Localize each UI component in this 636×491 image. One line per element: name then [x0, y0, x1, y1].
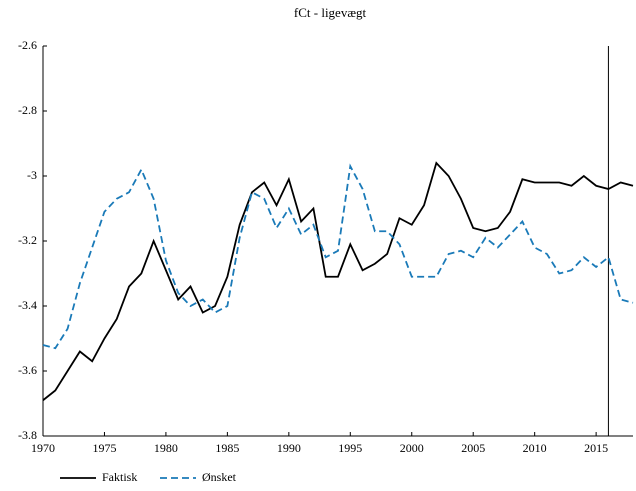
y-tick-label: -2.8: [18, 103, 37, 117]
x-tick-label: 2005: [461, 441, 485, 455]
x-tick-label: 1990: [277, 441, 301, 455]
x-tick-label: 2000: [400, 441, 424, 455]
series-line: [42, 163, 634, 350]
y-tick-label: -3.4: [18, 298, 37, 312]
y-tick-label: -3: [27, 168, 37, 182]
x-tick-label: 2010: [523, 441, 547, 455]
x-tick-label: 1995: [338, 441, 362, 455]
x-tick-label: 1975: [92, 441, 116, 455]
y-tick-label: -2.6: [18, 38, 37, 52]
chart-title: fCt - ligevægt: [294, 5, 367, 20]
y-tick-label: -3.2: [18, 233, 37, 247]
legend-label: Faktisk: [102, 470, 137, 484]
x-tick-label: 1985: [215, 441, 239, 455]
x-tick-label: 2015: [584, 441, 608, 455]
y-tick-label: -3.6: [18, 363, 37, 377]
series-line: [42, 161, 634, 401]
x-tick-label: 1980: [154, 441, 178, 455]
y-tick-label: -3.8: [18, 428, 37, 442]
x-tick-label: 1970: [31, 441, 55, 455]
legend-label: Ønsket: [202, 470, 237, 484]
